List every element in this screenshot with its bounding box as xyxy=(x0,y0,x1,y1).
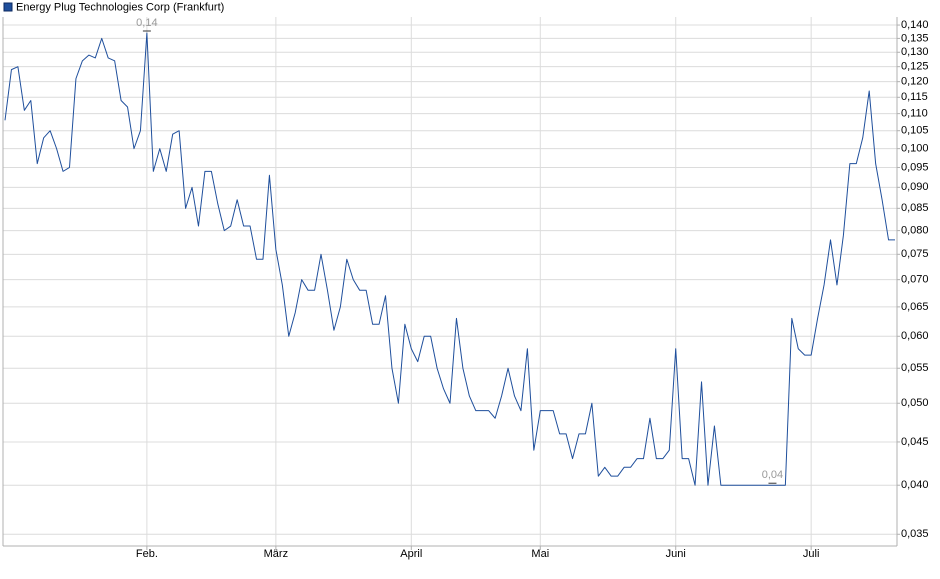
x-tick-label: März xyxy=(264,548,288,560)
y-tick-label: 0,130 xyxy=(901,46,929,58)
y-tick-label: 0,105 xyxy=(901,125,929,137)
y-tick-label: 0,065 xyxy=(901,301,929,313)
y-tick-label: 0,100 xyxy=(901,143,929,155)
y-tick-label: 0,040 xyxy=(901,479,929,491)
y-tick-label: 0,090 xyxy=(901,181,929,193)
y-tick-label: 0,060 xyxy=(901,330,929,342)
y-tick-label: 0,095 xyxy=(901,161,929,173)
y-tick-label: 0,075 xyxy=(901,248,929,260)
y-tick-label: 0,110 xyxy=(901,108,928,120)
value-label: 0,04 xyxy=(762,469,783,481)
price-line xyxy=(4,32,895,486)
y-tick-label: 0,080 xyxy=(901,225,929,237)
legend-label: Energy Plug Technologies Corp (Frankfurt… xyxy=(16,1,224,13)
y-tick-label: 0,045 xyxy=(901,436,929,448)
y-tick-label: 0,140 xyxy=(901,19,929,31)
y-tick-label: 0,055 xyxy=(901,362,929,374)
value-label: 0,14 xyxy=(136,17,157,29)
x-tick-label: April xyxy=(400,548,422,560)
y-tick-label: 0,135 xyxy=(901,32,929,44)
y-tick-label: 0,085 xyxy=(901,202,929,214)
y-tick-label: 0,115 xyxy=(901,91,928,103)
y-tick-label: 0,035 xyxy=(901,528,929,540)
x-tick-label: Feb. xyxy=(136,548,158,560)
legend-swatch xyxy=(3,2,13,12)
y-tick-label: 0,120 xyxy=(901,76,929,88)
x-tick-label: Juli xyxy=(803,548,820,560)
y-tick-label: 0,070 xyxy=(901,274,929,286)
y-tick-label: 0,050 xyxy=(901,397,929,409)
x-tick-label: Mai xyxy=(531,548,549,560)
y-tick-label: 0,125 xyxy=(901,61,929,73)
x-tick-label: Juni xyxy=(666,548,686,560)
